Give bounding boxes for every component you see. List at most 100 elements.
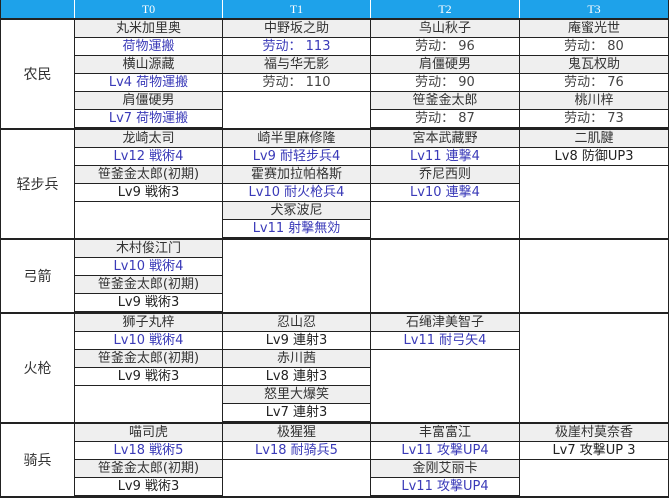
header-corner xyxy=(1,0,74,18)
unit-skill: Lv11 耐弓矢4 xyxy=(371,332,519,350)
unit-skill: Lv7 攻撃UP 3 xyxy=(520,442,668,460)
unit-skill: 劳动： 113 xyxy=(223,38,370,56)
tier-cell: 丸米加里奥 荷物運搬 横山源藏 Lv4 荷物運搬 肩僵硬男 Lv7 荷物運搬 xyxy=(74,20,222,128)
unit-name: 福与华无影 xyxy=(223,56,370,74)
tier-cell: 极猩猩 Lv18 耐骑兵5 xyxy=(222,424,370,496)
header-row: T0 T1 T2 T3 xyxy=(1,0,668,18)
unit-skill: Lv11 射撃無効 xyxy=(223,220,370,238)
tier-cell: 木村俊江门 Lv10 戦術4 笹釜金太郎(初期) Lv9 戦術3 xyxy=(74,240,222,312)
tier-cell: 狮子丸梓 Lv10 戦術4 笹釜金太郎(初期) Lv9 戦術3 xyxy=(74,314,222,422)
unit-skill: Lv18 戦術5 xyxy=(75,442,222,460)
unit-skill: Lv10 戦術4 xyxy=(75,332,222,350)
unit-name: 笹釜金太郎(初期) xyxy=(75,460,222,478)
category-label: 轻步兵 xyxy=(16,177,59,193)
header-t2: T2 xyxy=(370,0,519,18)
unit-skill: Lv9 耐轻步兵4 xyxy=(223,148,370,166)
tier-cell: 石绳津美智子 Lv11 耐弓矢4 xyxy=(370,314,519,422)
unit-name: 喵司虎 xyxy=(75,424,222,442)
unit-name: 笹釜金太郎(初期) xyxy=(75,166,222,184)
unit-name: 丸米加里奥 xyxy=(75,20,222,38)
unit-name: 桃川梓 xyxy=(520,92,668,110)
unit-name: 丰富富江 xyxy=(371,424,519,442)
unit-skill: Lv7 連射3 xyxy=(223,404,370,422)
unit-name: 鬼瓦权助 xyxy=(520,56,668,74)
unit-skill: 劳动： 110 xyxy=(223,74,370,92)
header-t3: T3 xyxy=(519,0,668,18)
unit-skill: 荷物運搬 xyxy=(75,38,222,56)
unit-name: 金刚艾丽卡 xyxy=(371,460,519,478)
unit-skill: 劳动： 96 xyxy=(371,38,519,56)
unit-name: 崎半里麻修隆 xyxy=(223,130,370,148)
unit-skill: 劳动： 73 xyxy=(520,110,668,128)
tier-cell: 丰富富江 Lv11 攻撃UP4 金刚艾丽卡 Lv11 攻撃UP4 xyxy=(370,424,519,496)
unit-name: 中野坂之助 xyxy=(223,20,370,38)
unit-skill: Lv7 荷物運搬 xyxy=(75,110,222,128)
tier-cell xyxy=(222,240,370,312)
unit-skill: Lv12 戦術4 xyxy=(75,148,222,166)
unit-name: 极崖村莫奈香 xyxy=(520,424,668,442)
category-label: 农民 xyxy=(23,67,52,83)
tier-cell: 龙崎太司 Lv12 戦術4 笹釜金太郎(初期) Lv9 戦術3 xyxy=(74,130,222,238)
unit-name: 肩僵硬男 xyxy=(75,92,222,110)
unit-skill: Lv9 戦術3 xyxy=(75,184,222,202)
unit-name: 忍山忍 xyxy=(223,314,370,332)
unit-skill: 劳动： 80 xyxy=(520,38,668,56)
unit-skill: Lv18 耐骑兵5 xyxy=(223,442,370,460)
unit-skill: 劳动： 87 xyxy=(371,110,519,128)
unit-name: 鸟山秋子 xyxy=(371,20,519,38)
unit-name: 狮子丸梓 xyxy=(75,314,222,332)
unit-skill: 劳动： 90 xyxy=(371,74,519,92)
unit-name: 石绳津美智子 xyxy=(371,314,519,332)
tier-cell: 鸟山秋子 劳动： 96 肩僵硬男 劳动： 90 笹釜金太郎 劳动： 87 xyxy=(370,20,519,128)
category-label: 弓箭 xyxy=(23,269,52,285)
group-row: 骑兵 喵司虎 Lv18 戦術5 笹釜金太郎(初期) Lv9 戦術3 极猩猩 Lv18 耐骑兵… xyxy=(1,422,668,496)
unit-skill: Lv9 連射3 xyxy=(223,332,370,350)
unit-skill: Lv8 連射3 xyxy=(223,368,370,386)
category-label: 骑兵 xyxy=(23,453,52,469)
tier-cell: 庵蜜光世 劳动： 80 鬼瓦权助 劳动： 76 桃川梓 劳动： 73 xyxy=(519,20,668,128)
unit-skill: Lv4 荷物運搬 xyxy=(75,74,222,92)
tier-cell: 宮本武藏野 Lv11 連撃4 乔尼西则 Lv10 連撃4 xyxy=(370,130,519,238)
group-row: 农民 丸米加里奥 荷物運搬 横山源藏 Lv4 荷物運搬 肩僵硬男 Lv7 荷物運搬 中野坂之助… xyxy=(1,18,668,128)
unit-skill: Lv8 防御UP3 xyxy=(520,148,668,166)
unit-name: 木村俊江门 xyxy=(75,240,222,258)
unit-skill: Lv9 戦術3 xyxy=(75,478,222,496)
unit-skill: 劳动： 76 xyxy=(520,74,668,92)
unit-name: 笹釜金太郎(初期) xyxy=(75,276,222,294)
tier-cell: 中野坂之助 劳动： 113 福与华无影 劳动： 110 xyxy=(222,20,370,128)
tier-cell xyxy=(519,314,668,422)
unit-name: 横山源藏 xyxy=(75,56,222,74)
category-label: 火枪 xyxy=(23,361,52,377)
unit-skill: Lv11 連撃4 xyxy=(371,148,519,166)
tier-cell: 崎半里麻修隆 Lv9 耐轻步兵4 霍赛加拉帕格斯 Lv10 耐火枪兵4 犬冢波尼 Lv11… xyxy=(222,130,370,238)
tier-cell: 忍山忍 Lv9 連射3 赤川茜 Lv8 連射3 怒里大爆笑 Lv7 連射3 xyxy=(222,314,370,422)
group-row: 火枪 狮子丸梓 Lv10 戦術4 笹釜金太郎(初期) Lv9 戦術3 忍山忍 Lv9 連射3… xyxy=(1,312,668,422)
unit-name: 笹釜金太郎(初期) xyxy=(75,350,222,368)
unit-name: 霍赛加拉帕格斯 xyxy=(223,166,370,184)
tier-cell: 二肌腱 Lv8 防御UP3 xyxy=(519,130,668,238)
unit-name: 龙崎太司 xyxy=(75,130,222,148)
unit-skill: Lv9 戦術3 xyxy=(75,368,222,386)
unit-skill: Lv11 攻撃UP4 xyxy=(371,478,519,496)
group-row: 轻步兵 龙崎太司 Lv12 戦術4 笹釜金太郎(初期) Lv9 戦術3 崎半里麻修隆 Lv9… xyxy=(1,128,668,238)
unit-name: 宮本武藏野 xyxy=(371,130,519,148)
unit-name: 极猩猩 xyxy=(223,424,370,442)
unit-skill: Lv9 戦術3 xyxy=(75,294,222,312)
unit-name: 二肌腱 xyxy=(520,130,668,148)
unit-skill: Lv10 戦術4 xyxy=(75,258,222,276)
tier-cell: 极崖村莫奈香 Lv7 攻撃UP 3 xyxy=(519,424,668,496)
unit-skill: Lv10 耐火枪兵4 xyxy=(223,184,370,202)
unit-skill: Lv10 連撃4 xyxy=(371,184,519,202)
header-t0: T0 xyxy=(74,0,222,18)
unit-name: 赤川茜 xyxy=(223,350,370,368)
group-row: 弓箭 木村俊江门 Lv10 戦術4 笹釜金太郎(初期) Lv9 戦術3 xyxy=(1,238,668,312)
unit-name: 乔尼西则 xyxy=(371,166,519,184)
unit-skill: Lv11 攻撃UP4 xyxy=(371,442,519,460)
header-t1: T1 xyxy=(222,0,370,18)
unit-name: 庵蜜光世 xyxy=(520,20,668,38)
unit-name: 怒里大爆笑 xyxy=(223,386,370,404)
tier-cell xyxy=(370,240,519,312)
tier-cell: 喵司虎 Lv18 戦術5 笹釜金太郎(初期) Lv9 戦術3 xyxy=(74,424,222,496)
unit-name: 肩僵硬男 xyxy=(371,56,519,74)
